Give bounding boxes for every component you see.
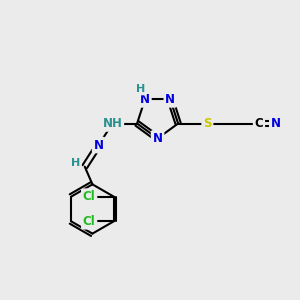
Text: S: S [203,117,212,130]
Text: NH: NH [103,117,122,130]
Text: N: N [165,93,175,106]
Text: H: H [136,84,145,94]
Text: N: N [271,117,281,130]
Text: Cl: Cl [83,190,95,203]
Text: H: H [71,158,80,168]
Text: Cl: Cl [83,215,95,228]
Text: N: N [153,132,163,145]
Text: N: N [94,139,103,152]
Text: C: C [255,117,263,130]
Text: N: N [140,93,150,106]
